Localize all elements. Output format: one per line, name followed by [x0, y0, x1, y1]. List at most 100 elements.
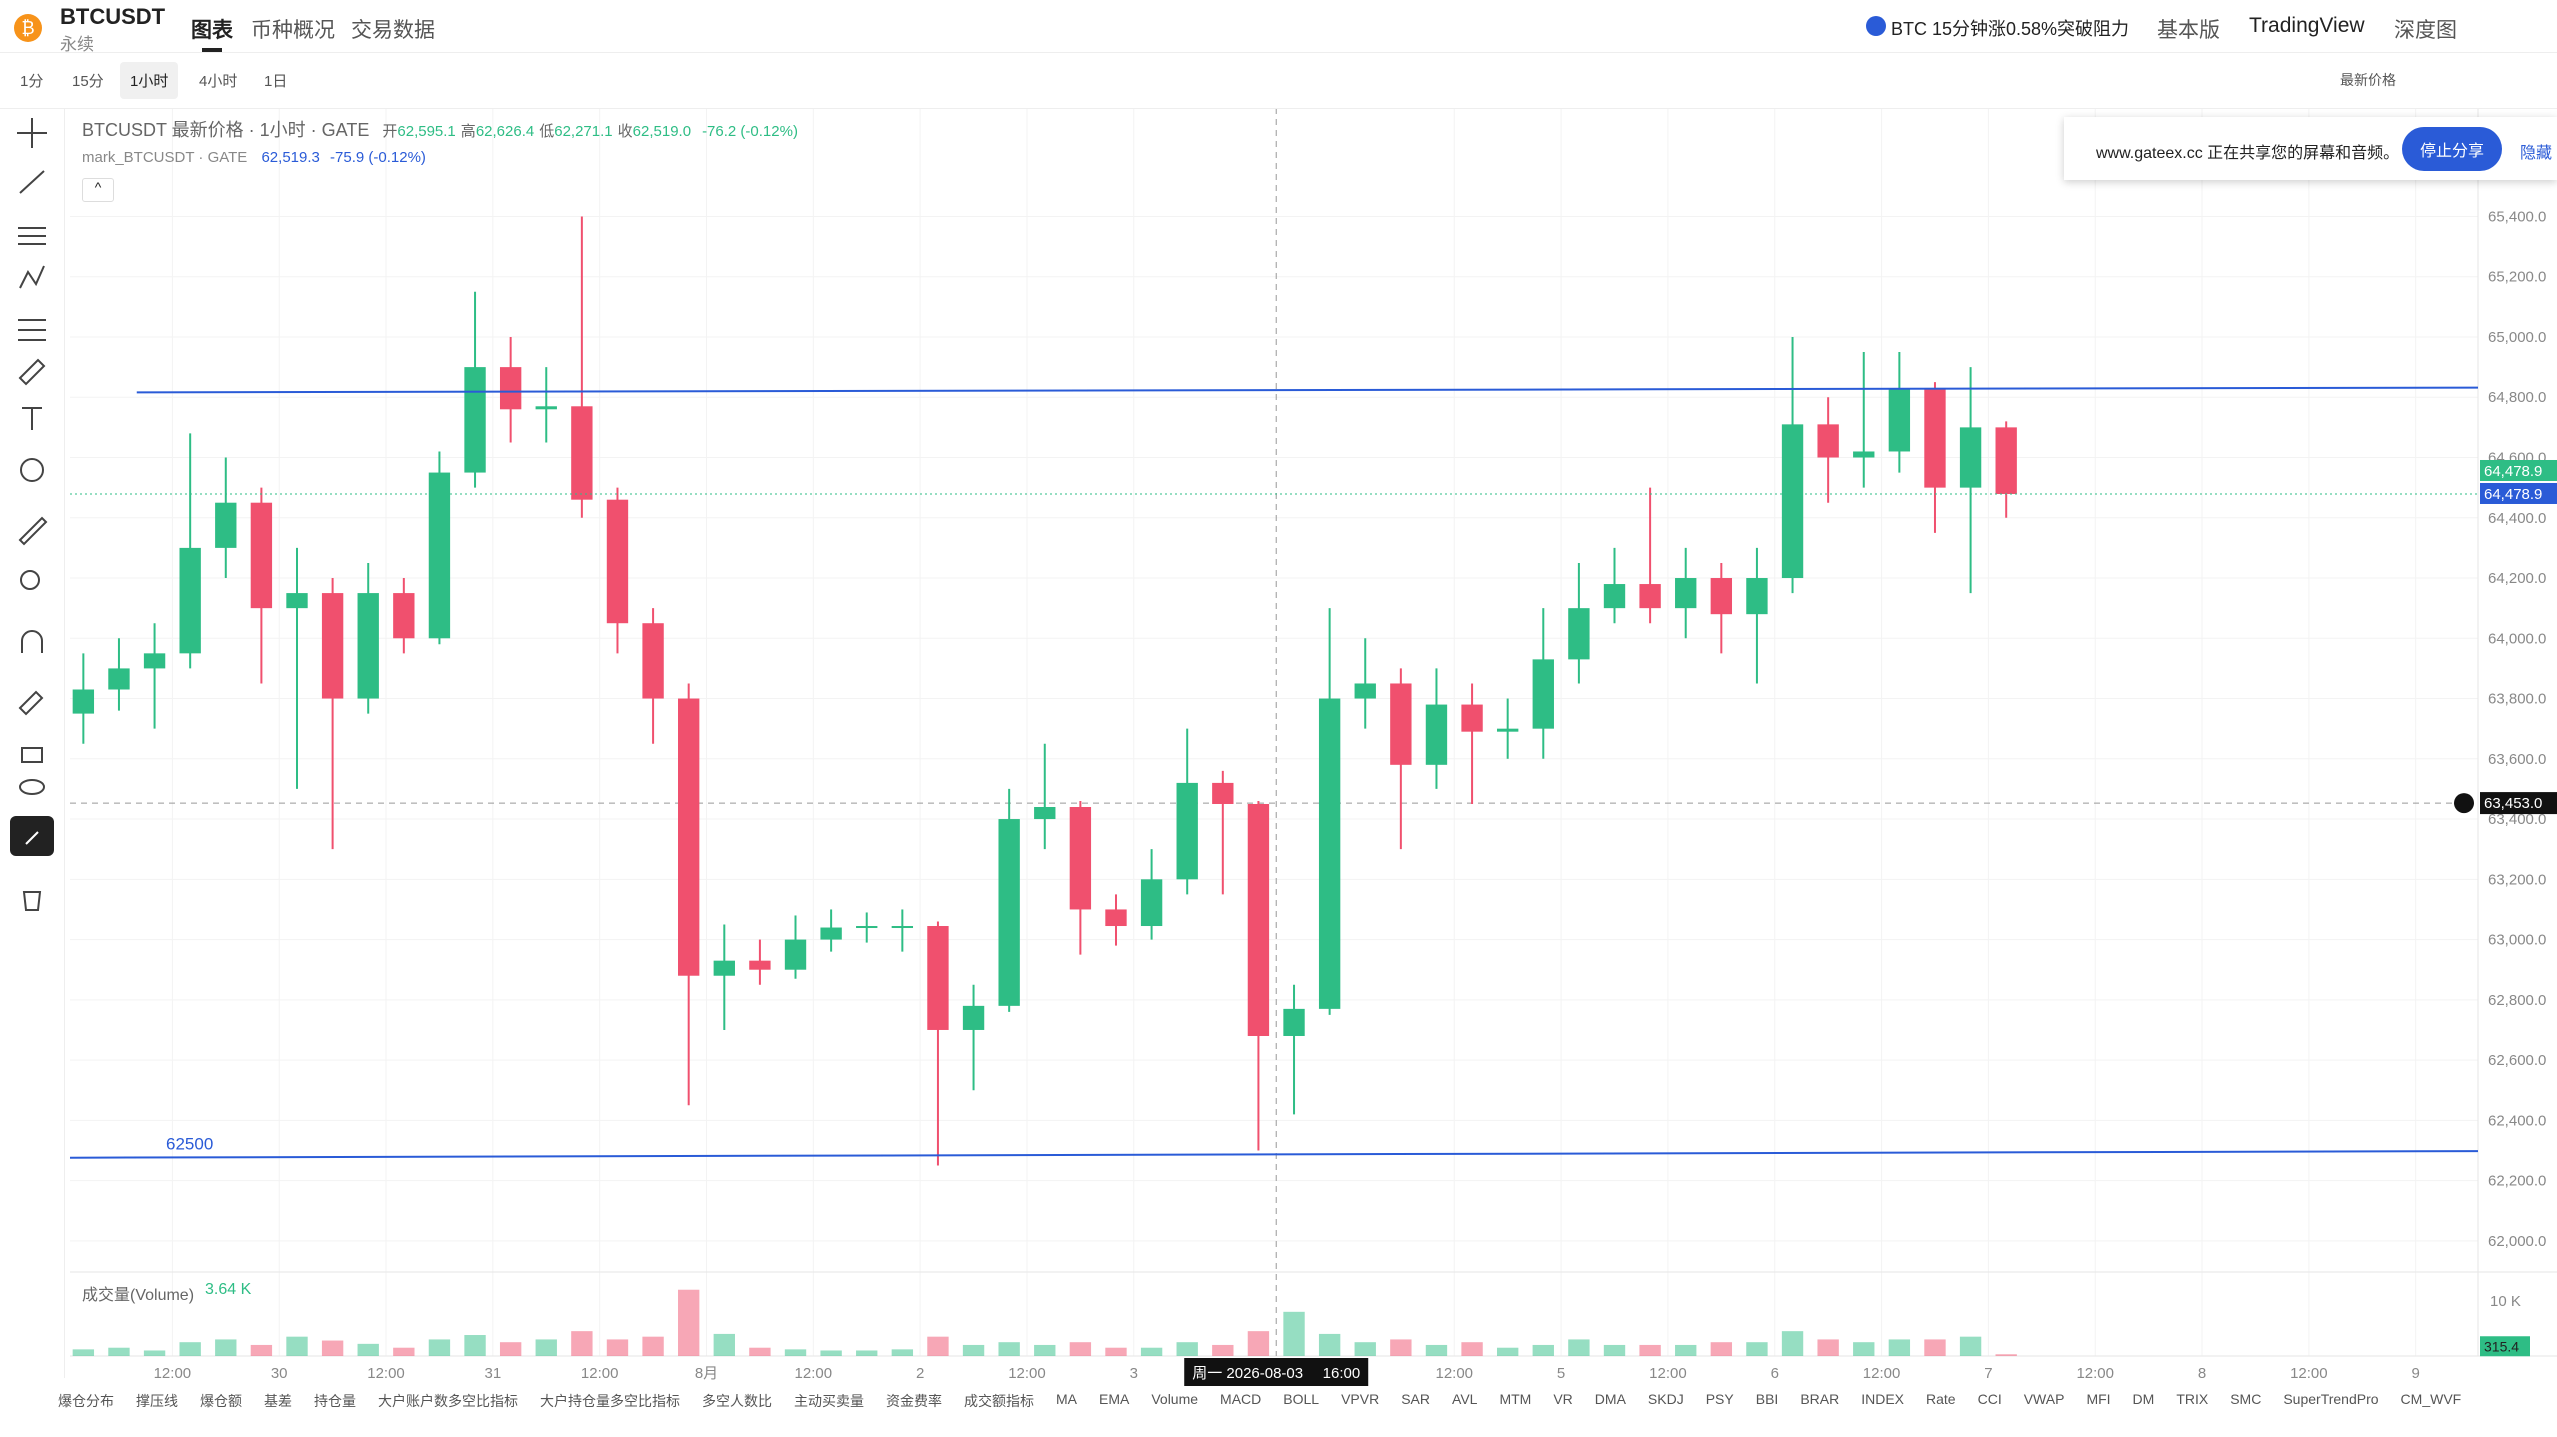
indicator[interactable]: VPVR — [1341, 1391, 1380, 1407]
indicator[interactable]: 持仓量 — [314, 1393, 356, 1409]
candle-body — [856, 926, 878, 929]
indicator[interactable]: TRIX — [2176, 1391, 2209, 1407]
indicator[interactable]: 主动买卖量 — [794, 1393, 864, 1409]
candle-body — [1425, 704, 1448, 765]
pattern-tool[interactable] — [19, 265, 45, 289]
price-type[interactable]: 最新价格 — [2340, 72, 2396, 88]
volume-bar — [250, 1344, 273, 1356]
delete-tool[interactable] — [22, 891, 42, 911]
volume-bar — [1568, 1339, 1590, 1356]
y-tick-label: 62,000.0 — [2488, 1233, 2546, 1250]
tab[interactable]: 币种概况 — [251, 19, 335, 42]
line-tool[interactable] — [19, 170, 45, 194]
candle-body — [464, 367, 486, 473]
ohlc-value: 62,626.4 — [475, 123, 535, 140]
volume-bar — [1959, 1336, 1982, 1356]
link[interactable]: 基本版 — [2157, 19, 2220, 42]
interval[interactable]: 15分 — [72, 73, 104, 90]
tab-underline — [202, 48, 222, 52]
lock-draw-tool[interactable] — [18, 690, 44, 716]
collapse-button[interactable]: ^ — [82, 178, 114, 202]
indicator[interactable]: BOLL — [1283, 1391, 1320, 1407]
indicator[interactable]: CCI — [1977, 1391, 2002, 1407]
hide-tool[interactable] — [19, 779, 45, 795]
tab[interactable]: 交易数据 — [351, 19, 435, 42]
ohlc-label: 开 — [382, 123, 398, 140]
stop-share-button[interactable]: 停止分享 — [2402, 127, 2503, 171]
indicator[interactable]: 成交额指标 — [964, 1393, 1034, 1409]
indicator[interactable]: VWAP — [2023, 1391, 2065, 1407]
interval[interactable]: 1分 — [20, 73, 44, 90]
text-tool[interactable] — [22, 407, 42, 430]
candle-body — [1212, 782, 1234, 804]
news[interactable]: BTC 15分钟涨0.58%突破阻力 — [1891, 19, 2130, 39]
indicator[interactable]: MTM — [1499, 1391, 1532, 1407]
indicator[interactable]: 大户持仓量多空比指标 — [540, 1393, 680, 1409]
indicator[interactable]: EMA — [1099, 1391, 1130, 1407]
indicator[interactable]: 大户账户数多空比指标 — [378, 1393, 518, 1409]
x-tick-label: 30 — [271, 1365, 288, 1382]
emoji-tool[interactable] — [20, 458, 44, 482]
tab[interactable]: 图表 — [191, 19, 233, 42]
indicator[interactable]: 撑压线 — [136, 1393, 178, 1409]
volume-bar — [1532, 1344, 1554, 1356]
indicator[interactable]: INDEX — [1861, 1391, 1905, 1407]
y-tick-label: 63,000.0 — [2488, 932, 2546, 949]
indicator[interactable]: 资金费率 — [886, 1393, 942, 1409]
indicator[interactable]: MFI — [2086, 1391, 2111, 1407]
indicator[interactable]: Volume — [1151, 1391, 1199, 1407]
interval-selected[interactable]: 1小时 — [120, 62, 179, 99]
volume-bar — [1853, 1342, 1875, 1356]
interval[interactable]: 4小时 — [199, 73, 238, 90]
crosshair-tool[interactable] — [17, 118, 47, 148]
indicator[interactable]: DMA — [1594, 1391, 1626, 1407]
brush-tool[interactable] — [18, 358, 46, 386]
symbol[interactable]: BTCUSDT — [60, 4, 166, 29]
fib-tool[interactable] — [18, 227, 46, 245]
indicator[interactable]: SKDJ — [1647, 1391, 1684, 1407]
lock-tool[interactable] — [21, 747, 43, 763]
indicator[interactable]: DM — [2132, 1391, 2155, 1407]
change: -76.2 (-0.12%) — [702, 123, 798, 140]
indicator[interactable]: BRAR — [1800, 1391, 1840, 1407]
magnet-tool[interactable] — [21, 630, 43, 653]
indicator[interactable]: MA — [1056, 1391, 1077, 1407]
legend-title: BTCUSDT 最新价格 · 1小时 · GATE — [82, 120, 370, 140]
x-tick-label: 12:00 — [1863, 1365, 1901, 1382]
y-tick-label: 64,400.0 — [2488, 510, 2546, 527]
volume-bar — [1746, 1342, 1768, 1356]
projection-tool[interactable] — [18, 319, 46, 341]
interval[interactable]: 1日 — [264, 73, 288, 90]
indicator[interactable]: Rate — [1926, 1391, 1956, 1407]
indicator[interactable]: BBI — [1755, 1391, 1779, 1407]
ruler-tool[interactable] — [18, 516, 48, 546]
indicator[interactable]: CM_WVF — [2400, 1391, 2462, 1407]
indicator[interactable]: 基差 — [264, 1393, 292, 1409]
indicator[interactable]: 多空人数比 — [702, 1393, 772, 1409]
link[interactable]: TradingView — [2249, 14, 2365, 37]
indicator[interactable]: PSY — [1705, 1391, 1734, 1407]
link[interactable]: 深度图 — [2394, 19, 2457, 42]
indicator[interactable]: SuperTrendPro — [2283, 1391, 2379, 1407]
indicator[interactable]: SAR — [1401, 1391, 1431, 1407]
x-tick-label: 8月 — [695, 1365, 718, 1382]
indicator[interactable]: SMC — [2230, 1391, 2262, 1407]
indicator[interactable]: AVL — [1452, 1391, 1478, 1407]
indicator[interactable]: 爆仓额 — [200, 1393, 242, 1409]
candle-body — [1283, 1008, 1305, 1036]
volume-bar — [393, 1347, 415, 1356]
candle-body — [428, 472, 451, 639]
x-tick-label: 12:00 — [154, 1365, 192, 1382]
indicator[interactable]: 爆仓分布 — [58, 1393, 114, 1409]
link-tool-active[interactable] — [10, 816, 54, 856]
volume-bar — [464, 1335, 486, 1356]
candle-body — [250, 502, 273, 609]
indicator[interactable]: MACD — [1220, 1391, 1262, 1407]
zoom-tool[interactable] — [20, 570, 40, 590]
indicator[interactable]: VR — [1553, 1391, 1573, 1407]
volume-bar — [1675, 1344, 1697, 1356]
hide-button[interactable]: 隐藏 — [2520, 145, 2553, 162]
candle-body — [927, 926, 949, 1030]
x-tick-label: 12:00 — [1008, 1365, 1046, 1382]
